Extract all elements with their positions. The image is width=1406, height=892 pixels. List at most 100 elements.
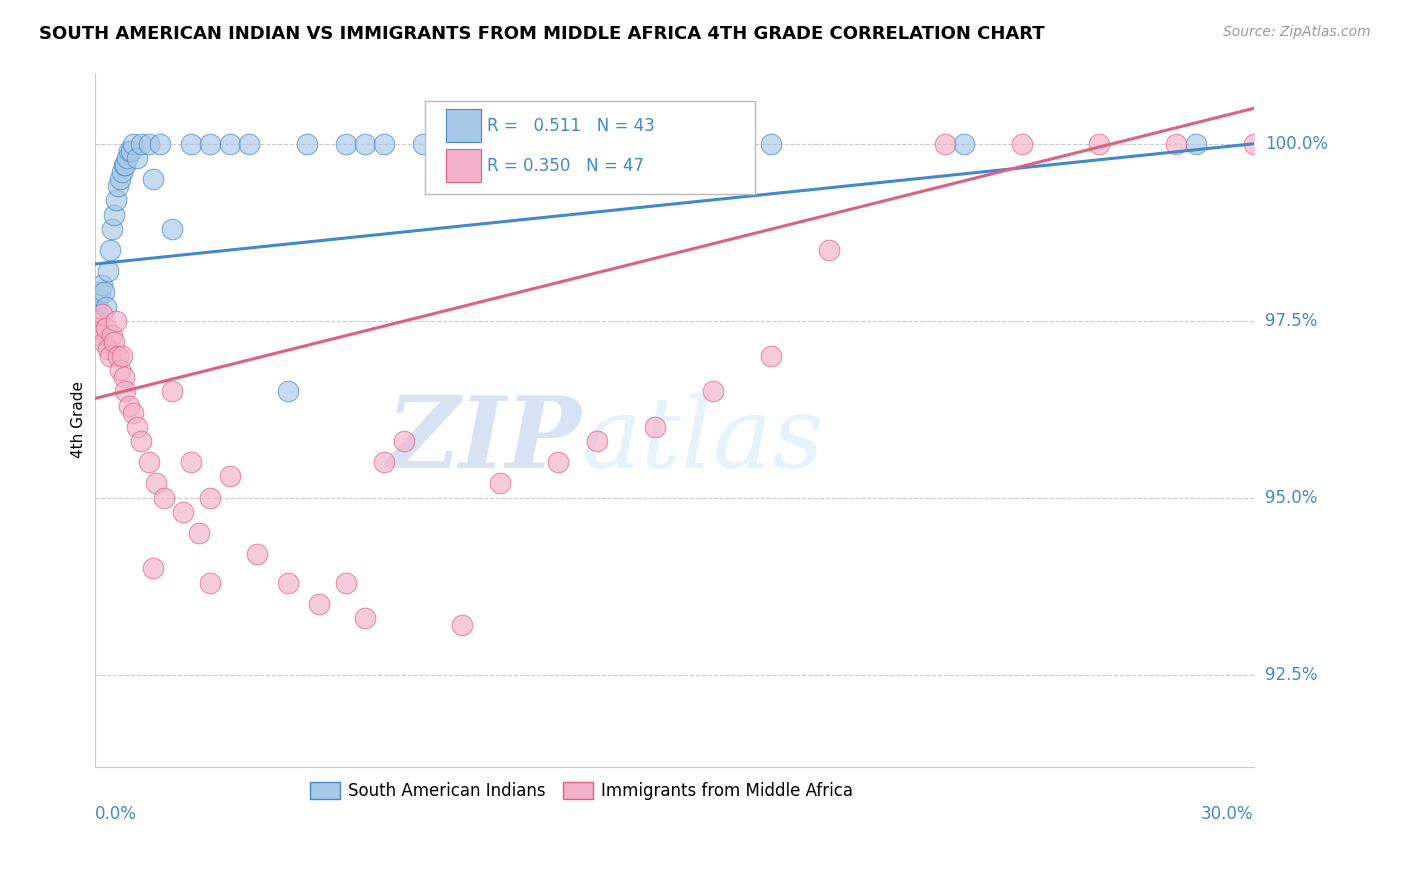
- Point: [112, 158, 135, 172]
- Point: [489, 136, 512, 151]
- Point: [91, 278, 114, 293]
- Point: [335, 575, 357, 590]
- Point: [98, 243, 121, 257]
- Text: 95.0%: 95.0%: [1265, 489, 1317, 507]
- FancyBboxPatch shape: [425, 101, 755, 194]
- Text: SOUTH AMERICAN INDIAN VS IMMIGRANTS FROM MIDDLE AFRICA 4TH GRADE CORRELATION CHA: SOUTH AMERICAN INDIAN VS IMMIGRANTS FROM…: [39, 25, 1045, 43]
- Text: 100.0%: 100.0%: [1265, 135, 1327, 153]
- Point: [373, 136, 395, 151]
- Point: [335, 136, 357, 151]
- Point: [246, 547, 269, 561]
- Y-axis label: 4th Grade: 4th Grade: [72, 381, 86, 458]
- Point: [138, 136, 160, 151]
- Point: [118, 399, 141, 413]
- Point: [277, 384, 299, 399]
- Point: [759, 136, 782, 151]
- Point: [354, 611, 377, 625]
- Point: [354, 136, 377, 151]
- Text: atlas: atlas: [581, 393, 824, 488]
- Text: R =   0.511   N = 43: R = 0.511 N = 43: [488, 117, 655, 135]
- Point: [585, 434, 607, 448]
- Point: [141, 561, 163, 575]
- Text: 97.5%: 97.5%: [1265, 311, 1317, 330]
- Point: [97, 342, 120, 356]
- Point: [104, 194, 127, 208]
- Point: [547, 136, 569, 151]
- FancyBboxPatch shape: [446, 109, 481, 143]
- Point: [110, 165, 132, 179]
- Point: [1243, 136, 1265, 151]
- Point: [295, 136, 318, 151]
- Text: 92.5%: 92.5%: [1265, 665, 1317, 683]
- Point: [108, 172, 131, 186]
- Point: [87, 320, 110, 334]
- Point: [450, 136, 472, 151]
- Point: [125, 151, 148, 165]
- Point: [101, 327, 124, 342]
- Point: [112, 370, 135, 384]
- Point: [86, 307, 108, 321]
- Text: ZIP: ZIP: [387, 392, 581, 489]
- Point: [89, 285, 111, 300]
- Point: [87, 293, 110, 307]
- Point: [953, 136, 976, 151]
- Point: [101, 221, 124, 235]
- Point: [277, 575, 299, 590]
- Point: [547, 455, 569, 469]
- Point: [187, 526, 209, 541]
- Point: [145, 476, 167, 491]
- Point: [238, 136, 260, 151]
- Point: [108, 363, 131, 377]
- Point: [934, 136, 956, 151]
- Point: [149, 136, 172, 151]
- Text: 0.0%: 0.0%: [94, 805, 136, 823]
- Point: [141, 172, 163, 186]
- Point: [644, 420, 666, 434]
- Point: [89, 327, 111, 342]
- Point: [200, 491, 222, 505]
- Text: R = 0.350   N = 47: R = 0.350 N = 47: [488, 157, 644, 175]
- Point: [93, 285, 115, 300]
- Point: [107, 349, 129, 363]
- Point: [96, 320, 118, 334]
- Point: [118, 144, 141, 158]
- Point: [817, 243, 839, 257]
- Text: 30.0%: 30.0%: [1201, 805, 1254, 823]
- Point: [218, 469, 240, 483]
- Point: [153, 491, 176, 505]
- Point: [117, 151, 139, 165]
- Point: [180, 136, 202, 151]
- Point: [624, 136, 647, 151]
- Point: [1184, 136, 1206, 151]
- Point: [160, 384, 183, 399]
- Point: [91, 307, 114, 321]
- Point: [308, 597, 330, 611]
- Point: [98, 349, 121, 363]
- Point: [104, 314, 127, 328]
- Point: [172, 505, 194, 519]
- Point: [103, 334, 125, 349]
- Point: [103, 208, 125, 222]
- Point: [200, 136, 222, 151]
- Point: [93, 334, 115, 349]
- Point: [129, 136, 152, 151]
- Point: [120, 144, 142, 158]
- Point: [489, 476, 512, 491]
- Legend: South American Indians, Immigrants from Middle Africa: South American Indians, Immigrants from …: [304, 775, 859, 806]
- Point: [759, 349, 782, 363]
- Point: [218, 136, 240, 151]
- Point: [1166, 136, 1188, 151]
- Point: [450, 618, 472, 632]
- Point: [200, 575, 222, 590]
- Point: [96, 300, 118, 314]
- Point: [122, 406, 145, 420]
- Point: [122, 136, 145, 151]
- Point: [392, 434, 415, 448]
- FancyBboxPatch shape: [446, 149, 481, 182]
- Point: [114, 384, 136, 399]
- Point: [373, 455, 395, 469]
- Point: [412, 136, 434, 151]
- Point: [107, 179, 129, 194]
- Point: [129, 434, 152, 448]
- Point: [138, 455, 160, 469]
